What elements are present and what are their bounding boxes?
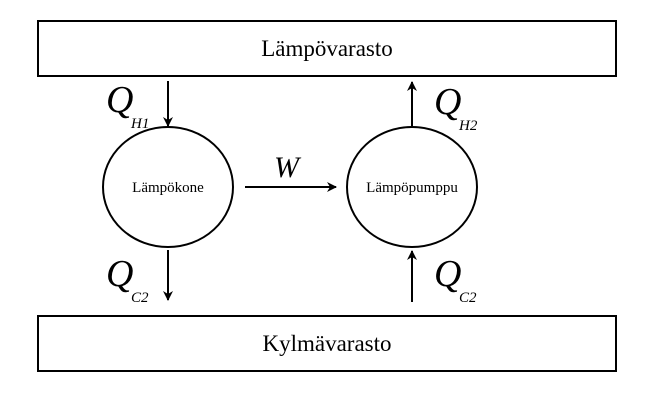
q-h2-symbol: Q [434, 81, 461, 123]
q-c2-engine-symbol: Q [106, 253, 133, 295]
work-label: W [274, 151, 302, 184]
cold-reservoir-label: Kylmävarasto [262, 331, 391, 356]
hot-reservoir-box [37, 20, 617, 77]
q-h2-subscript: H2 [458, 118, 478, 134]
label-q-h2: Q H2 [434, 81, 478, 134]
q-h1-symbol: Q [106, 79, 133, 121]
q-c2-pump-symbol: Q [434, 253, 461, 295]
q-c2-engine-subscript: C2 [131, 290, 149, 306]
label-q-c2-engine: Q C2 [106, 253, 149, 306]
cold-reservoir: Kylmävarasto [37, 315, 617, 372]
q-h1-subscript: H1 [130, 116, 149, 132]
heat-pump-circle [346, 126, 478, 248]
heat-engine-node: Lämpökone [102, 126, 234, 248]
heat-pump-node: Lämpöpumppu [346, 126, 478, 248]
hot-reservoir: Lämpövarasto [37, 20, 617, 77]
heat-engine-circle [102, 126, 234, 248]
label-q-c2-pump: Q C2 [434, 253, 477, 306]
cold-reservoir-box [37, 315, 617, 372]
heat-engine-label: Lämpökone [132, 180, 204, 196]
heat-pump-label: Lämpöpumppu [366, 180, 458, 196]
label-q-h1: Q H1 [106, 79, 149, 132]
q-c2-pump-subscript: C2 [459, 290, 477, 306]
hot-reservoir-label: Lämpövarasto [261, 36, 393, 61]
